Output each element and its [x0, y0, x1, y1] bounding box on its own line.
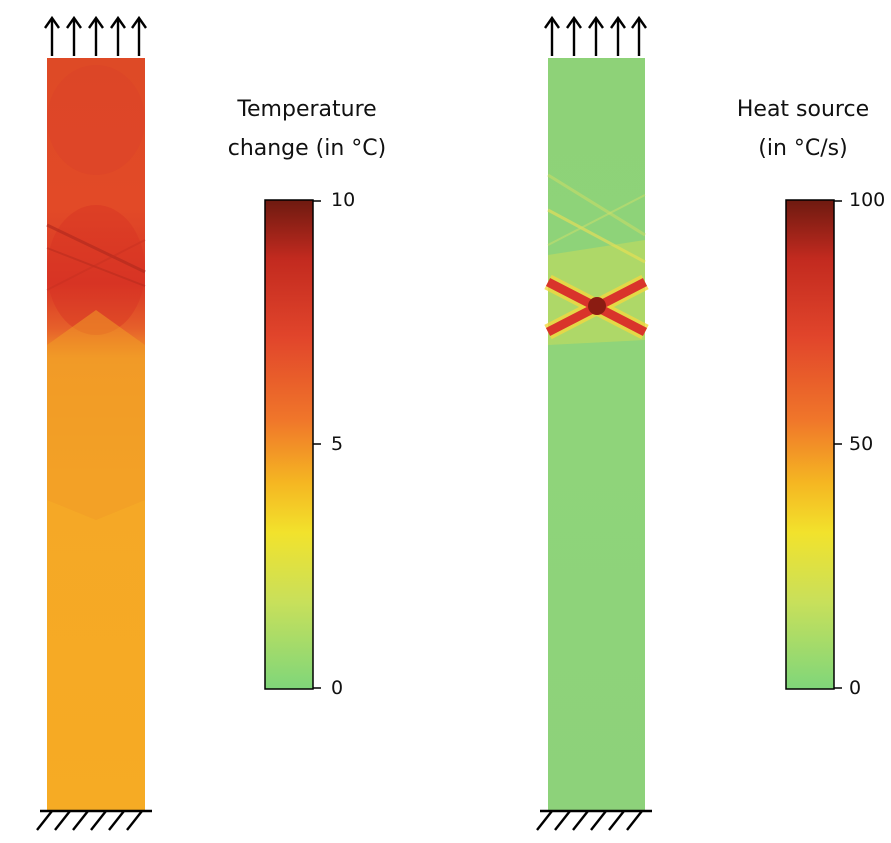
- faint-band: [547, 208, 646, 264]
- warm-diamond: [47, 310, 145, 520]
- fixed-support-right: [536, 809, 652, 831]
- load-arrows-left: [44, 15, 147, 56]
- heat-tick-max: 100: [849, 189, 886, 211]
- load-arrows-right: [544, 15, 647, 56]
- temperature-tick-min: 0: [331, 677, 344, 699]
- heat-specimen-group: [536, 15, 652, 831]
- temperature-specimen-group: [36, 15, 152, 831]
- hatch-icon: [536, 810, 643, 831]
- heat-shear-band-cross: [544, 274, 649, 340]
- heat-specimen-bar: [548, 58, 645, 810]
- heat-tick-min: 0: [849, 677, 862, 699]
- heat-scale-bar: [785, 199, 835, 690]
- up-arrow-icon: [566, 15, 582, 56]
- up-arrow-icon: [588, 15, 604, 56]
- temperature-color-scale: [264, 199, 321, 690]
- up-arrow-icon: [66, 15, 82, 56]
- temperature-tick-mid: 5: [331, 433, 344, 455]
- temperature-shear-band: [46, 239, 146, 291]
- heat-color-scale: [785, 199, 842, 690]
- up-arrow-icon: [110, 15, 126, 56]
- faint-band: [547, 194, 646, 246]
- heat-legend-title-line2: (in °C/s): [758, 136, 848, 161]
- up-arrow-icon: [88, 15, 104, 56]
- upper-warm-zone: [47, 65, 145, 175]
- up-arrow-icon: [44, 15, 60, 56]
- temperature-shear-band: [46, 247, 146, 287]
- up-arrow-icon: [610, 15, 626, 56]
- faint-band: [547, 173, 646, 237]
- up-arrow-icon: [631, 15, 647, 56]
- temperature-tick-max: 10: [331, 189, 356, 211]
- temperature-shear-band: [46, 223, 146, 274]
- up-arrow-icon: [544, 15, 560, 56]
- temperature-legend-title-line1: Temperature: [237, 97, 377, 122]
- hatch-icon: [36, 810, 143, 831]
- heat-tick-mid: 50: [849, 433, 874, 455]
- temperature-scale-bar: [264, 199, 314, 690]
- up-arrow-icon: [131, 15, 147, 56]
- heat-legend-title-line1: Heat source: [736, 97, 870, 122]
- fixed-support-left: [36, 809, 152, 831]
- temperature-legend-title-line2: change (in °C): [227, 136, 387, 161]
